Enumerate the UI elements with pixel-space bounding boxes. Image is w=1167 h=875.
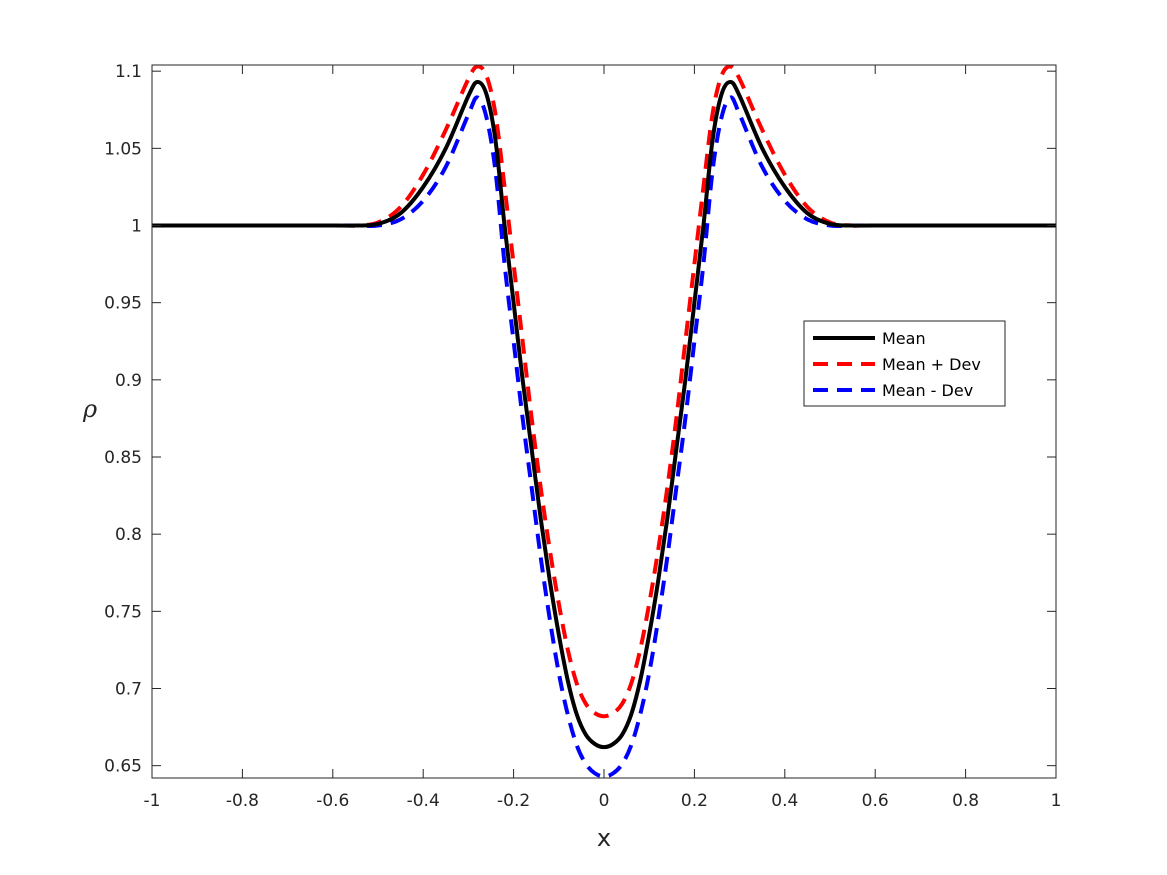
- x-tick-label: -0.2: [497, 791, 530, 811]
- y-tick-label: 0.9: [115, 371, 142, 391]
- x-tick-label: -0.4: [407, 791, 440, 811]
- series-line-mean-dev: [151, 64, 1056, 719]
- x-tick-label: -1: [144, 791, 161, 811]
- y-tick-label: 0.8: [115, 525, 142, 545]
- y-axis-label: ρ: [82, 395, 97, 423]
- y-tick-label: 1: [131, 217, 142, 237]
- x-axis-ticks: -1 -0.8 -0.6 -0.4 -0.2 0 0.2 0.4 0.6 0.8 1: [144, 65, 1062, 811]
- x-tick-label: 0: [599, 791, 610, 811]
- x-tick-label: 0.6: [862, 791, 889, 811]
- x-tick-label: 0.2: [681, 791, 708, 811]
- y-tick-label: 0.7: [115, 679, 142, 699]
- y-tick-label: 0.75: [104, 602, 142, 622]
- series-layer: [151, 64, 1056, 779]
- x-tick-label: 0.8: [952, 791, 979, 811]
- y-tick-label: 1.1: [115, 62, 142, 82]
- plot-area: [152, 65, 1056, 778]
- x-axis-label: x: [597, 824, 611, 852]
- series-line-mean: [151, 79, 1056, 750]
- legend-label: Mean + Dev: [882, 355, 981, 374]
- x-tick-label: -0.6: [316, 791, 349, 811]
- x-tick-label: 1: [1051, 791, 1062, 811]
- x-tick-label: 0.4: [771, 791, 798, 811]
- y-tick-label: 0.95: [104, 294, 142, 314]
- y-axis-ticks: 0.65 0.7 0.75 0.8 0.85 0.9 0.95 1 1.05 1.1: [104, 62, 1056, 777]
- y-tick-label: 0.65: [104, 757, 142, 777]
- legend-label: Mean: [882, 329, 926, 348]
- y-tick-label: 0.85: [104, 448, 142, 468]
- y-tick-label: 1.05: [104, 139, 142, 159]
- legend-label: Mean - Dev: [882, 381, 973, 400]
- x-tick-label: -0.8: [226, 791, 259, 811]
- legend: Mean Mean + Dev Mean - Dev: [803, 320, 1006, 407]
